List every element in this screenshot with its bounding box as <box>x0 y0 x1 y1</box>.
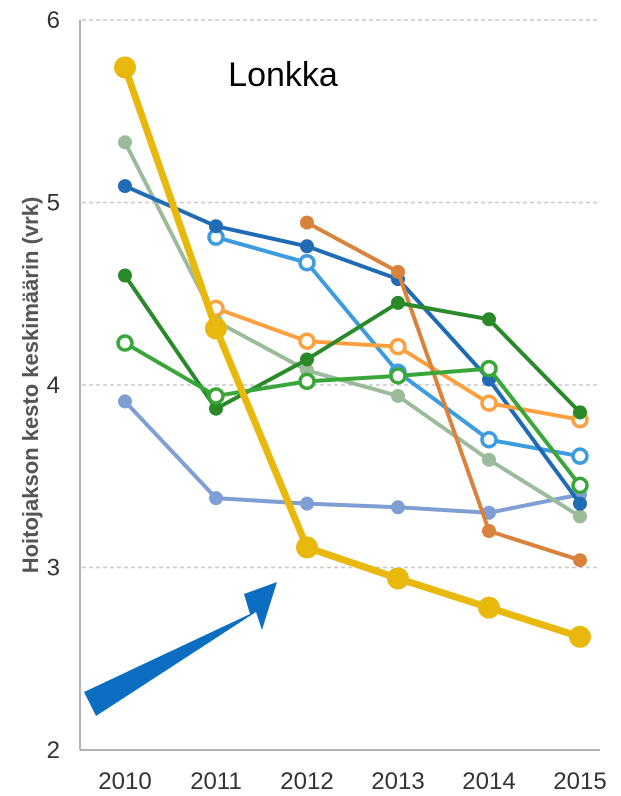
x-tick-2011: 2011 <box>190 768 242 795</box>
x-tick-2010: 2010 <box>98 768 151 795</box>
series-3-point-2011 <box>209 219 223 234</box>
x-tick-2014: 2014 <box>462 768 515 795</box>
series-2-point-2014 <box>480 431 498 449</box>
series-4-point-2014 <box>480 394 498 412</box>
series-6-point-2010 <box>118 268 132 283</box>
series-5-line <box>305 220 582 563</box>
x-tick-labels: 2010 2011 2012 2013 2014 2015 <box>98 768 606 795</box>
series-6-point-2011 <box>209 401 223 416</box>
series-group <box>114 56 591 648</box>
y-tick-4: 4 <box>47 372 60 399</box>
series-0-line <box>123 399 582 515</box>
series-3 <box>118 179 587 511</box>
series-7 <box>116 334 589 495</box>
series-5 <box>300 215 587 568</box>
series-0-point-2012 <box>300 496 314 511</box>
y-tick-labels: 2 3 4 5 6 <box>47 7 60 764</box>
gridlines <box>82 19 600 569</box>
chart-title: Lonkka <box>228 56 338 94</box>
series-5-point-2014 <box>482 524 496 538</box>
y-tick-2: 2 <box>47 737 60 764</box>
series-7-point-2011 <box>207 387 225 405</box>
series-4-point-2012 <box>298 332 316 350</box>
series-5-point-2015 <box>573 553 587 568</box>
series-2-point-2015 <box>571 447 589 465</box>
y-tick-5: 5 <box>47 190 60 217</box>
series-8-point-2011 <box>205 317 227 340</box>
series-0-point-2010 <box>118 394 132 409</box>
series-0-point-2013 <box>391 500 405 515</box>
y-tick-6: 6 <box>47 7 60 34</box>
series-6-point-2014 <box>482 312 496 327</box>
series-1-point-2014 <box>482 452 496 467</box>
series-3-point-2015 <box>573 496 587 511</box>
series-6-point-2015 <box>573 405 587 420</box>
series-7-point-2012 <box>298 372 316 391</box>
series-4-point-2013 <box>389 337 407 356</box>
series-7-point-2013 <box>389 367 407 385</box>
x-tick-2015: 2015 <box>553 768 606 795</box>
series-8-point-2015 <box>569 625 591 648</box>
series-3-point-2010 <box>118 179 132 194</box>
series-7-point-2015 <box>571 476 589 495</box>
series-1-point-2015 <box>573 509 587 524</box>
series-8-line <box>121 63 584 641</box>
x-tick-2013: 2013 <box>371 768 424 795</box>
series-0-point-2011 <box>209 491 223 506</box>
series-6-point-2013 <box>391 295 405 310</box>
y-tick-3: 3 <box>47 555 60 582</box>
series-2-point-2012 <box>298 253 316 272</box>
series-0 <box>118 394 587 520</box>
series-8-point-2014 <box>478 596 500 619</box>
arrow-annotation <box>84 582 277 716</box>
series-7-line <box>123 341 582 488</box>
y-axis-title: Hoitojakson kesto keskimäärin (vrk) <box>18 197 43 574</box>
series-8-point-2012 <box>296 536 318 559</box>
series-1-point-2013 <box>391 388 405 403</box>
series-5-point-2013 <box>391 264 405 279</box>
series-1-point-2010 <box>118 135 132 150</box>
series-5-point-2012 <box>300 215 314 230</box>
series-8 <box>114 56 591 648</box>
series-8-point-2010 <box>114 56 136 79</box>
series-8-point-2013 <box>387 567 409 590</box>
x-tick-2012: 2012 <box>280 768 333 795</box>
series-3-point-2012 <box>300 239 314 254</box>
series-3-line <box>123 184 582 506</box>
series-7-point-2010 <box>116 334 134 352</box>
series-6-point-2012 <box>300 352 314 367</box>
series-7-point-2014 <box>480 359 498 378</box>
